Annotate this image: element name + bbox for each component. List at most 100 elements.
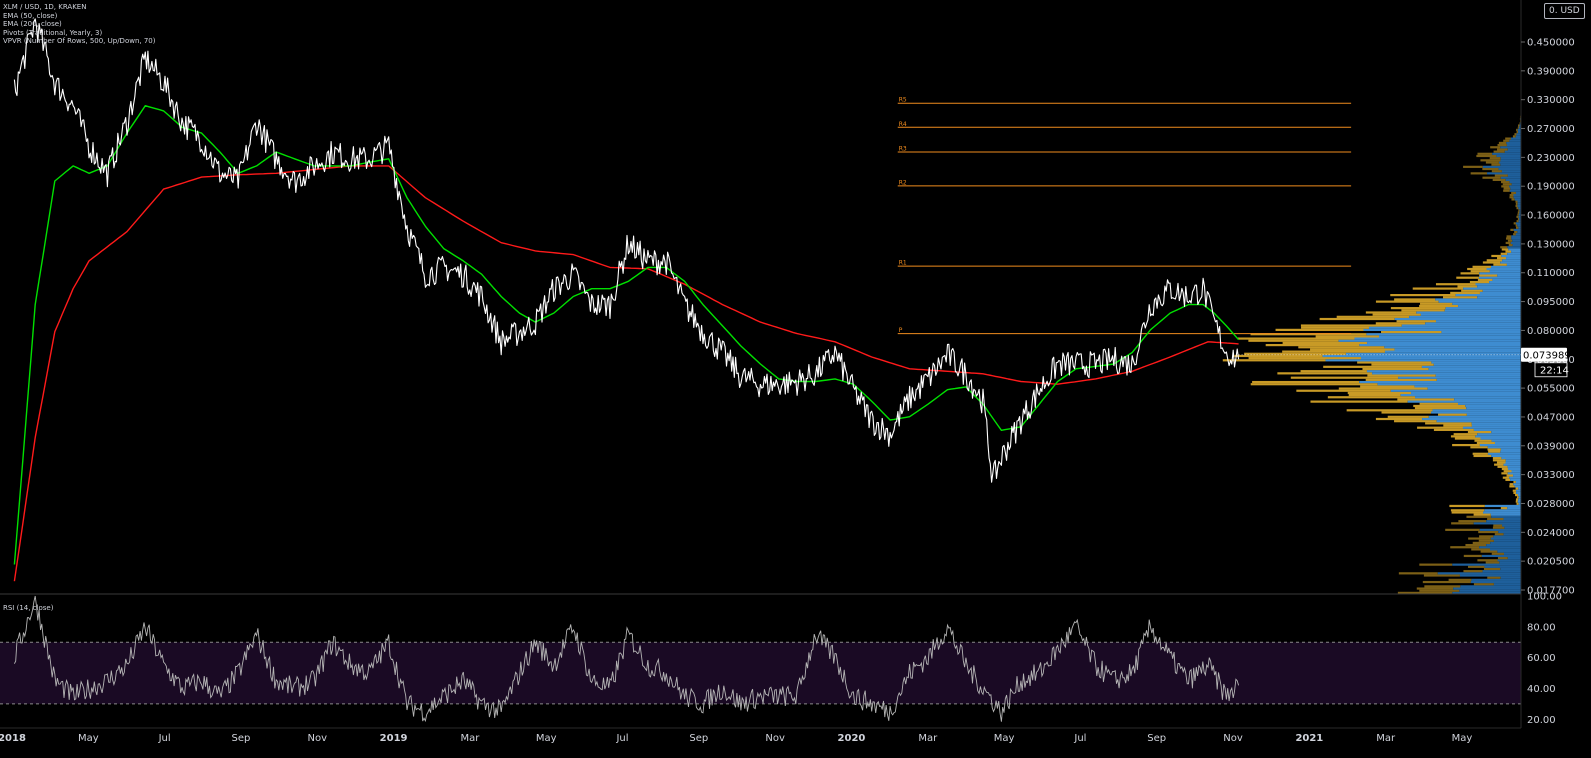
vp-bar-down bbox=[1290, 376, 1399, 379]
vp-bar-up bbox=[1465, 404, 1521, 408]
vp-bar-down bbox=[1365, 311, 1417, 314]
y-tick-label: 0.390000 bbox=[1527, 66, 1575, 77]
legend-pivots[interactable]: Pivots (Traditional, Yearly, 3) bbox=[3, 28, 103, 37]
vp-bar-down bbox=[1487, 517, 1504, 521]
vp-bar-down bbox=[1485, 161, 1499, 164]
rsi-tick-label: 100.00 bbox=[1527, 592, 1562, 603]
vp-bar-up bbox=[1509, 189, 1521, 192]
vp-bar-down bbox=[1398, 572, 1438, 575]
vp-bar-down bbox=[1516, 130, 1519, 134]
vp-bar-up bbox=[1500, 176, 1521, 179]
vp-bar-up bbox=[1518, 502, 1521, 505]
rsi-tick-label: 20.00 bbox=[1527, 715, 1556, 726]
vp-bar-up bbox=[1503, 517, 1521, 521]
vp-bar-up bbox=[1517, 204, 1521, 208]
y-tick-label: 0.047000 bbox=[1527, 412, 1575, 423]
vp-bar-down bbox=[1438, 413, 1467, 416]
vp-bar-up bbox=[1507, 252, 1521, 255]
vp-bar-down bbox=[1387, 415, 1429, 418]
vp-bar-up bbox=[1394, 348, 1521, 351]
y-tick-label: 0.039000 bbox=[1527, 441, 1575, 452]
vp-bar-up bbox=[1517, 202, 1521, 205]
vp-bar-up bbox=[1431, 411, 1521, 414]
vp-bar-down bbox=[1488, 450, 1501, 453]
vp-bar-up bbox=[1441, 330, 1521, 334]
vp-bar-up bbox=[1518, 126, 1521, 129]
legend-rsi[interactable]: RSI (14, close) bbox=[3, 604, 54, 612]
vp-bar-up bbox=[1516, 489, 1521, 492]
vp-bar-down bbox=[1498, 141, 1507, 145]
x-tick-label: 2021 bbox=[1295, 733, 1323, 744]
vp-bar-down bbox=[1472, 452, 1488, 455]
vp-bar-down bbox=[1252, 380, 1360, 384]
vp-bar-down bbox=[1514, 133, 1517, 136]
vp-bar-up bbox=[1481, 554, 1521, 558]
currency-button[interactable]: 0. USD bbox=[1544, 3, 1585, 19]
vp-bar-down bbox=[1482, 261, 1501, 264]
vp-bar-up bbox=[1458, 304, 1521, 308]
vp-bar-up bbox=[1515, 191, 1521, 195]
vp-bar-down bbox=[1397, 591, 1453, 594]
vp-bar-up bbox=[1511, 235, 1521, 238]
vp-bar-down bbox=[1472, 541, 1491, 545]
vp-bar-down bbox=[1491, 170, 1502, 173]
vp-bar-down bbox=[1517, 217, 1520, 221]
legend-vpvr[interactable]: VPVR (Number Of Rows, 500, Up/Down, 70) bbox=[3, 37, 156, 46]
vp-bar-up bbox=[1507, 246, 1521, 249]
series-price bbox=[13, 18, 1240, 483]
rsi-tick-label: 80.00 bbox=[1527, 622, 1556, 633]
x-tick-label: May bbox=[1452, 733, 1473, 744]
vp-bar-down bbox=[1501, 248, 1509, 251]
vp-bar-up bbox=[1473, 522, 1521, 525]
vp-bar-up bbox=[1500, 157, 1521, 160]
vp-bar-down bbox=[1487, 576, 1501, 579]
vp-bar-down bbox=[1275, 328, 1364, 331]
vp-bar-up bbox=[1509, 185, 1521, 188]
vp-bar-up bbox=[1322, 354, 1521, 358]
vp-bar-up bbox=[1484, 509, 1521, 512]
vp-bar-up bbox=[1379, 335, 1521, 338]
vp-bar-up bbox=[1500, 567, 1521, 571]
vp-bar-up bbox=[1516, 491, 1521, 495]
vp-bar-down bbox=[1420, 302, 1453, 305]
vp-bar-up bbox=[1415, 396, 1521, 399]
legend-ema200[interactable]: EMA (200, close) bbox=[3, 20, 62, 29]
vp-bar-down bbox=[1491, 163, 1501, 166]
vp-bar-down bbox=[1460, 272, 1480, 275]
y-tick-label: 0.230000 bbox=[1527, 153, 1575, 164]
legend-ema50[interactable]: EMA (50, close) bbox=[3, 11, 58, 20]
vp-bar-up bbox=[1496, 154, 1521, 158]
vp-bar-up bbox=[1518, 226, 1521, 229]
axes[interactable]: 0.450000 0.390000 0.330000 0.270000 0.230000… bbox=[0, 0, 1575, 744]
vp-bar-up bbox=[1509, 139, 1521, 142]
symbol-title[interactable]: XLM / USD, 1D, KRAKEN bbox=[3, 3, 87, 11]
vp-bar-down bbox=[1375, 300, 1439, 303]
vp-bar-up bbox=[1517, 500, 1521, 503]
vp-bar-down bbox=[1505, 237, 1512, 240]
vp-bar-up bbox=[1484, 504, 1521, 508]
vp-bar-up bbox=[1477, 296, 1521, 299]
vp-bar-up bbox=[1471, 424, 1521, 427]
vp-bar-down bbox=[1505, 478, 1511, 481]
vp-bar-up bbox=[1345, 352, 1521, 355]
vp-bar-up bbox=[1445, 307, 1521, 310]
vp-bar-up bbox=[1475, 435, 1521, 438]
vp-bar-up bbox=[1466, 413, 1521, 416]
vp-bar-down bbox=[1480, 159, 1501, 162]
vp-bar-down bbox=[1470, 270, 1490, 273]
vp-bar-up bbox=[1519, 209, 1521, 212]
vp-bar-down bbox=[1500, 252, 1508, 255]
vp-bar-up bbox=[1366, 370, 1521, 373]
x-tick-label: Jul bbox=[1073, 733, 1086, 744]
vp-bar-down bbox=[1517, 211, 1520, 214]
vp-bar-up bbox=[1411, 391, 1521, 395]
vp-bar-down bbox=[1515, 204, 1518, 208]
vp-bar-down bbox=[1487, 448, 1501, 451]
vp-bar-down bbox=[1503, 187, 1511, 190]
vp-bar-down bbox=[1265, 343, 1360, 347]
vp-bar-up bbox=[1498, 530, 1521, 534]
vp-bar-down bbox=[1512, 135, 1516, 138]
vp-bar-down bbox=[1451, 522, 1474, 525]
vp-bar-down bbox=[1450, 291, 1480, 295]
vp-bar-down bbox=[1492, 457, 1502, 460]
